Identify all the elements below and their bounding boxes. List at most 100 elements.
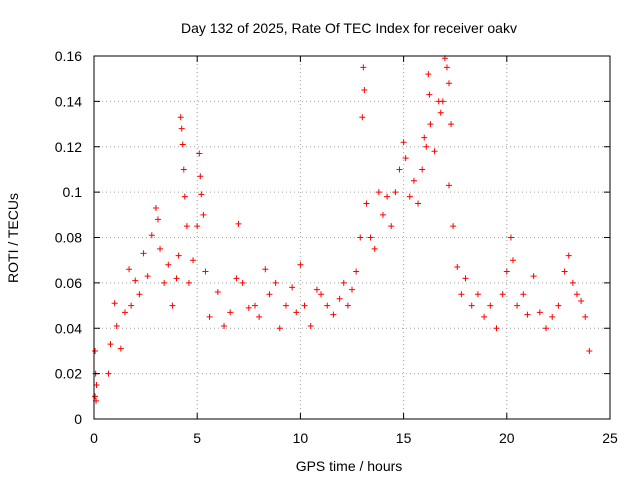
x-axis-label: GPS time / hours (296, 458, 403, 474)
data-point (202, 268, 209, 275)
y-tick-label: 0.06 (55, 275, 82, 291)
data-point (165, 261, 172, 268)
data-point (361, 87, 368, 94)
data-point (239, 279, 246, 286)
data-point (128, 302, 135, 309)
data-point (450, 223, 457, 230)
data-point (419, 166, 426, 173)
data-point (493, 325, 500, 332)
data-point (437, 109, 444, 116)
data-point (179, 141, 186, 148)
data-point (318, 291, 325, 298)
data-point (276, 325, 283, 332)
data-point (524, 311, 531, 318)
data-point (178, 125, 185, 132)
y-tick-label: 0.16 (55, 48, 82, 64)
data-point (555, 302, 562, 309)
data-point (221, 322, 228, 329)
data-point (180, 166, 187, 173)
data-point (431, 148, 438, 155)
data-point (148, 232, 155, 239)
data-point (297, 261, 304, 268)
y-tick-label: 0 (74, 411, 82, 427)
data-point (307, 322, 314, 329)
data-point (185, 279, 192, 286)
data-point (509, 257, 516, 264)
x-tick-label: 20 (499, 430, 515, 446)
data-point (190, 257, 197, 264)
data-point (282, 302, 289, 309)
y-tick-label: 0.14 (55, 93, 82, 109)
y-tick-label: 0.02 (55, 366, 82, 382)
data-point (569, 279, 576, 286)
x-tick-label: 0 (90, 430, 98, 446)
data-point (427, 121, 434, 128)
data-point (289, 284, 296, 291)
data-point (196, 150, 203, 157)
data-point (353, 268, 360, 275)
data-point (161, 279, 168, 286)
x-tick-label: 10 (293, 430, 309, 446)
data-point (481, 313, 488, 320)
data-point (468, 302, 475, 309)
data-point (396, 166, 403, 173)
data-point (140, 250, 147, 257)
data-points (92, 55, 593, 404)
y-axis-label: ROTI / TECUs (5, 193, 21, 283)
data-point (266, 291, 273, 298)
data-point (169, 302, 176, 309)
data-point (92, 393, 99, 400)
data-point (136, 291, 143, 298)
data-point (360, 64, 367, 71)
data-point (379, 211, 386, 218)
data-point (357, 234, 364, 241)
data-point (293, 309, 300, 316)
data-point (126, 266, 133, 273)
data-point (462, 275, 469, 282)
data-point (157, 245, 164, 252)
data-point (439, 98, 446, 105)
y-axis-ticks: 0 0.02 0.04 0.06 0.08 0.1 0.12 0.14 0.16 (55, 48, 610, 427)
data-point (582, 313, 589, 320)
data-point (530, 273, 537, 280)
x-tick-label: 5 (193, 430, 201, 446)
data-point (578, 298, 585, 305)
data-point (448, 121, 455, 128)
data-point (410, 177, 417, 184)
data-point (227, 309, 234, 316)
data-point (487, 302, 494, 309)
data-point (181, 193, 188, 200)
data-point (446, 80, 453, 87)
data-point (426, 91, 433, 98)
data-point (406, 193, 413, 200)
data-point (363, 200, 370, 207)
data-point (175, 252, 182, 259)
data-point (121, 309, 128, 316)
data-point (340, 279, 347, 286)
data-point (206, 313, 213, 320)
data-point (301, 302, 308, 309)
data-point (200, 211, 207, 218)
data-point (262, 266, 269, 273)
chart-title: Day 132 of 2025, Rate Of TEC Index for r… (181, 20, 517, 36)
data-point (388, 223, 395, 230)
data-point (324, 302, 331, 309)
data-point (499, 291, 506, 298)
data-point (154, 216, 161, 223)
data-point (375, 189, 382, 196)
data-point (507, 234, 514, 241)
data-point (92, 347, 99, 354)
data-point (132, 277, 139, 284)
data-point (198, 191, 205, 198)
data-point (565, 252, 572, 259)
data-point (549, 313, 556, 320)
x-tick-label: 25 (602, 430, 618, 446)
data-point (454, 263, 461, 270)
data-point (173, 275, 180, 282)
x-tick-label: 15 (396, 430, 412, 446)
data-point (367, 234, 374, 241)
data-point (177, 114, 184, 121)
data-point (251, 302, 258, 309)
data-point (402, 155, 409, 162)
data-point (113, 322, 120, 329)
